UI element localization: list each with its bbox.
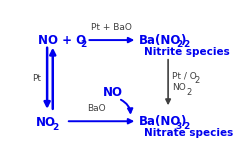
Text: Ba(NO: Ba(NO (139, 115, 182, 128)
Text: Pt: Pt (32, 74, 41, 83)
Text: ): ) (180, 34, 185, 47)
Text: 3: 3 (176, 122, 182, 131)
Text: 2: 2 (195, 76, 200, 85)
Text: 2: 2 (186, 88, 191, 97)
Text: Nitrite species: Nitrite species (144, 47, 229, 57)
Text: 2: 2 (176, 40, 182, 49)
Text: ): ) (180, 115, 185, 128)
Text: 2: 2 (184, 40, 190, 49)
Text: BaO: BaO (88, 104, 106, 113)
Text: NO: NO (172, 83, 186, 92)
Text: 2: 2 (80, 40, 86, 49)
Text: NO + O: NO + O (38, 34, 86, 47)
Text: Nitrate species: Nitrate species (144, 128, 233, 138)
Text: NO: NO (103, 86, 123, 99)
Text: 2: 2 (184, 122, 190, 131)
Text: NO: NO (36, 116, 56, 129)
Text: Pt / O: Pt / O (172, 71, 197, 80)
Text: Pt + BaO: Pt + BaO (91, 23, 132, 32)
Text: 2: 2 (52, 123, 58, 132)
Text: Ba(NO: Ba(NO (139, 34, 182, 47)
